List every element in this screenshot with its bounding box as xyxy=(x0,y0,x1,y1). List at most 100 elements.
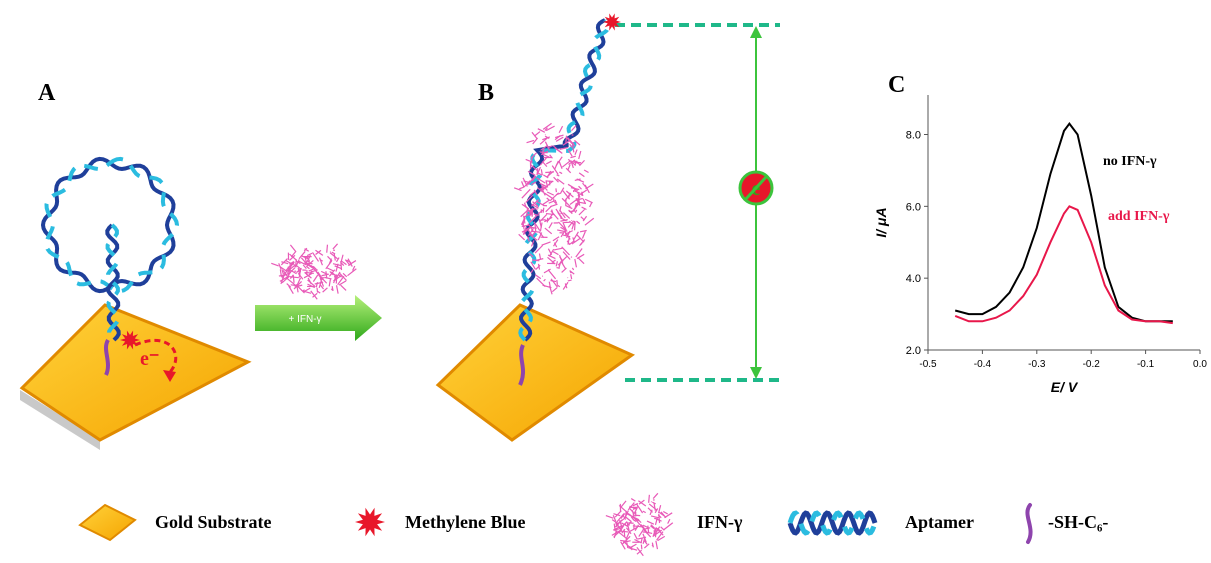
y-tick-label: 6.0 xyxy=(906,201,921,213)
fiber xyxy=(542,242,551,245)
fiber xyxy=(651,516,659,518)
fiber xyxy=(579,173,584,177)
fiber xyxy=(550,280,556,281)
arrow-label: + IFN-γ xyxy=(288,314,321,325)
panel-label: C xyxy=(888,72,905,98)
x-tick-label: -0.3 xyxy=(1028,359,1046,370)
fiber xyxy=(544,279,546,281)
fiber xyxy=(337,285,339,293)
gold-substrate xyxy=(438,305,632,440)
fiber xyxy=(537,168,538,175)
series-label: no IFN-γ xyxy=(1103,154,1157,169)
fiber xyxy=(664,523,673,530)
legend-label: Methylene Blue xyxy=(405,512,525,532)
fiber xyxy=(319,281,321,288)
fiber xyxy=(575,259,577,267)
fiber xyxy=(522,181,524,187)
fiber xyxy=(556,193,561,195)
fiber xyxy=(552,288,557,292)
fiber xyxy=(556,157,562,166)
x-tick-label: -0.5 xyxy=(919,359,937,370)
legend-label: IFN-γ xyxy=(697,512,743,532)
fiber xyxy=(559,172,562,173)
legend-label: Aptamer xyxy=(905,512,974,532)
fiber xyxy=(531,231,540,232)
fiber xyxy=(332,252,335,254)
legend-swatch xyxy=(355,508,385,537)
fiber xyxy=(654,503,655,510)
fiber xyxy=(333,244,338,249)
fiber xyxy=(282,269,283,274)
methylene-blue xyxy=(603,13,621,30)
fiber xyxy=(661,527,665,530)
fiber xyxy=(329,279,330,286)
ifn-gamma xyxy=(606,493,673,555)
series-label: add IFN-γ xyxy=(1108,209,1170,224)
fiber xyxy=(647,521,654,524)
fiber xyxy=(570,156,575,157)
fiber xyxy=(535,275,541,279)
fiber xyxy=(519,187,523,189)
fiber xyxy=(318,291,321,293)
fiber xyxy=(289,286,294,294)
fiber xyxy=(576,221,579,224)
fiber xyxy=(641,545,642,550)
fiber xyxy=(624,529,625,536)
fiber xyxy=(543,208,544,213)
fiber xyxy=(545,228,552,234)
legend-swatch xyxy=(80,505,135,540)
fiber xyxy=(271,263,278,266)
fiber xyxy=(549,222,552,228)
arrow-head xyxy=(750,26,762,38)
fiber xyxy=(582,207,587,209)
fiber xyxy=(627,542,628,548)
fiber xyxy=(542,200,549,205)
fiber xyxy=(548,270,555,279)
fiber xyxy=(556,188,557,192)
fiber xyxy=(326,261,332,269)
fiber xyxy=(546,161,551,164)
x-axis-label: E/ V xyxy=(1051,379,1079,395)
fiber xyxy=(290,245,295,251)
fiber xyxy=(347,269,356,276)
fiber xyxy=(639,530,643,537)
chart: -0.5-0.4-0.3-0.2-0.10.02.04.06.08.0E/ VI… xyxy=(873,95,1207,395)
fiber xyxy=(562,268,567,272)
fiber xyxy=(584,170,588,173)
fiber xyxy=(534,132,540,137)
fiber xyxy=(538,210,543,214)
linker xyxy=(520,345,523,385)
fiber xyxy=(327,268,334,271)
fiber xyxy=(557,230,564,231)
fiber xyxy=(579,209,585,215)
y-axis-label: I/ μA xyxy=(873,207,889,237)
fiber xyxy=(626,517,632,522)
electron-label: e⁻ xyxy=(140,348,159,370)
fiber xyxy=(322,274,329,276)
y-tick-label: 4.0 xyxy=(906,273,921,285)
fiber xyxy=(549,201,554,203)
fiber xyxy=(536,259,544,261)
fiber xyxy=(559,126,562,133)
fiber xyxy=(652,502,655,504)
legend-swatch xyxy=(790,513,875,533)
fiber xyxy=(303,265,306,269)
fiber xyxy=(311,291,317,299)
fiber xyxy=(537,278,546,287)
fiber xyxy=(656,541,658,549)
fiber xyxy=(571,274,572,279)
fiber xyxy=(341,285,347,290)
fiber xyxy=(606,516,613,519)
fiber xyxy=(663,511,667,514)
fiber xyxy=(327,245,328,253)
fiber xyxy=(575,150,577,155)
legend-swatch xyxy=(1027,505,1030,542)
fiber xyxy=(557,175,560,176)
fiber xyxy=(643,511,646,512)
fiber xyxy=(668,519,670,524)
fiber xyxy=(575,210,576,213)
arrow-head xyxy=(750,367,762,379)
fiber xyxy=(572,268,573,270)
fiber xyxy=(655,518,662,521)
fiber xyxy=(568,165,570,170)
